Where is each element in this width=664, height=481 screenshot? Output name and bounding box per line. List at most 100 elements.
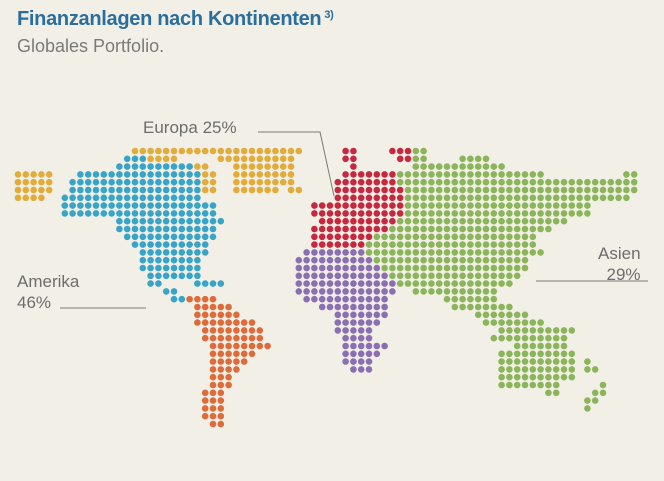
map-dot (186, 217, 193, 225)
map-dot (381, 249, 388, 256)
map-dot (467, 256, 474, 264)
map-dot (537, 178, 544, 186)
map-dot (194, 264, 201, 272)
map-dot (186, 194, 193, 202)
map-dot (443, 264, 451, 272)
map-dot (560, 202, 568, 209)
map-dot (178, 202, 186, 209)
map-dot (459, 288, 466, 295)
map-dot (529, 327, 537, 334)
map-dot (108, 178, 115, 186)
map-dot (545, 373, 552, 381)
map-dot (373, 295, 381, 303)
map-dot (295, 264, 303, 272)
map-dot (389, 186, 396, 194)
map-dot (396, 178, 404, 186)
map-dot (311, 288, 318, 295)
map-dot (326, 233, 334, 241)
map-dot (560, 210, 568, 217)
map-dot (256, 186, 264, 194)
map-dot (404, 280, 412, 287)
map-dot (123, 217, 131, 225)
map-dot (459, 186, 466, 194)
map-dot (131, 163, 139, 170)
map-dot (155, 233, 162, 241)
map-dot (506, 241, 513, 248)
map-dot (545, 358, 552, 365)
map-dot (209, 210, 217, 217)
map-dot (404, 178, 412, 186)
map-dot (451, 272, 459, 280)
map-dot (490, 186, 498, 194)
map-dot (537, 217, 544, 225)
map-dot (201, 210, 209, 217)
map-dot (201, 249, 209, 256)
map-dot (178, 295, 186, 303)
map-dot (162, 272, 170, 280)
map-dot (178, 233, 186, 241)
map-dot (155, 210, 162, 217)
map-dot (170, 295, 178, 303)
map-dot (334, 186, 342, 194)
map-dot (303, 272, 310, 280)
map-dot (521, 334, 529, 342)
map-dot (139, 186, 147, 194)
map-dot (529, 366, 537, 373)
map-dot (178, 241, 186, 248)
map-dot (537, 202, 544, 209)
map-dot (123, 171, 131, 178)
map-dot (201, 241, 209, 248)
map-dot (568, 327, 576, 334)
map-dot (326, 225, 334, 233)
map-dot (490, 241, 498, 248)
map-dot (22, 194, 30, 202)
map-dot (217, 420, 225, 428)
map-dot (108, 171, 115, 178)
map-dot (194, 202, 201, 209)
map-dot (342, 256, 349, 264)
map-dot (490, 256, 498, 264)
map-dot (420, 155, 427, 163)
map-dot (389, 225, 396, 233)
map-dot (435, 241, 443, 248)
map-dot (240, 163, 248, 170)
map-dot (412, 155, 420, 163)
map-dot (490, 202, 498, 209)
map-dot (334, 288, 342, 295)
map-dot (350, 319, 357, 326)
map-dot (560, 373, 568, 381)
map-dot (30, 171, 37, 178)
map-dot (248, 178, 256, 186)
map-dot (381, 171, 388, 178)
map-dot (420, 147, 427, 155)
map-dot (513, 256, 521, 264)
map-dot (467, 155, 474, 163)
map-dot (451, 194, 459, 202)
map-dot (334, 225, 342, 233)
map-dot (311, 241, 318, 248)
map-dot (170, 249, 178, 256)
map-dot (217, 342, 225, 350)
map-dot (482, 241, 490, 248)
map-dot (412, 178, 420, 186)
map-dot (350, 233, 357, 241)
map-dot (186, 225, 193, 233)
map-dot (435, 225, 443, 233)
map-dot (225, 319, 232, 326)
map-dot (630, 178, 638, 186)
map-dot (201, 327, 209, 334)
map-dot (350, 272, 357, 280)
map-dot (482, 249, 490, 256)
map-dot (365, 225, 373, 233)
map-dot (552, 327, 560, 334)
map-dot (248, 163, 256, 170)
map-dot (162, 163, 170, 170)
map-dot (545, 186, 552, 194)
map-dot (404, 249, 412, 256)
map-dot (334, 303, 342, 311)
map-dot (240, 350, 248, 358)
map-dot (482, 295, 490, 303)
map-dot (490, 288, 498, 295)
map-dot (467, 194, 474, 202)
map-dot (350, 171, 357, 178)
